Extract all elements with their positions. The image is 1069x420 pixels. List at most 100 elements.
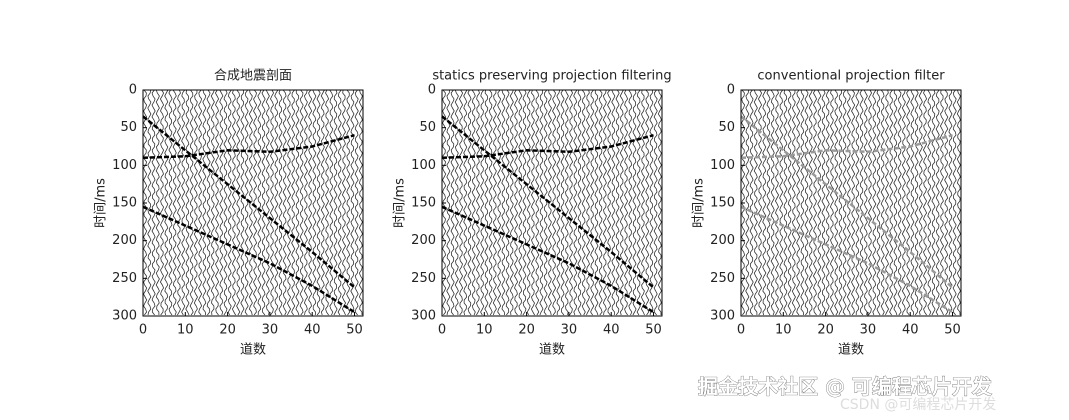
- trace: [645, 89, 650, 316]
- y-tick-label: 300: [112, 309, 137, 324]
- trace: [753, 89, 758, 315]
- trace: [530, 89, 536, 316]
- trace: [564, 89, 569, 316]
- panel-title: conventional projection filter: [757, 69, 945, 84]
- trace: [253, 89, 258, 316]
- trace: [657, 89, 662, 316]
- y-tick-label: 250: [112, 271, 137, 286]
- trace: [931, 89, 936, 316]
- x-tick-label: 40: [902, 323, 919, 338]
- y-tick-label: 200: [710, 233, 735, 248]
- trace: [914, 89, 919, 316]
- x-tick-label: 0: [139, 323, 147, 338]
- y-tick-label: 300: [411, 309, 436, 324]
- trace: [168, 89, 173, 316]
- x-tick-label: 10: [177, 323, 194, 338]
- trace: [770, 89, 775, 316]
- trace: [543, 89, 548, 316]
- y-tick-label: 200: [112, 233, 137, 248]
- trace: [872, 89, 877, 316]
- event: [740, 205, 954, 314]
- event: [142, 115, 356, 289]
- trace: [312, 89, 317, 316]
- trace: [535, 89, 540, 316]
- y-tick-label: 100: [112, 158, 137, 173]
- trace: [513, 89, 519, 316]
- trace: [779, 89, 784, 316]
- trace: [505, 89, 510, 316]
- x-tick-label: 50: [346, 323, 363, 338]
- watermark: 掘金技术社区 @ 可编程芯片开发: [698, 375, 993, 399]
- trace: [303, 89, 308, 316]
- trace: [202, 89, 207, 316]
- trace: [749, 89, 754, 316]
- trace: [851, 89, 856, 316]
- y-axis-label: 时间/ms: [94, 178, 109, 228]
- trace: [346, 89, 351, 316]
- trace: [594, 90, 599, 316]
- trace: [501, 89, 506, 316]
- trace: [463, 89, 468, 316]
- trace: [320, 89, 325, 316]
- trace: [846, 89, 851, 316]
- trace: [607, 89, 612, 316]
- event: [142, 133, 355, 160]
- trace: [922, 89, 928, 316]
- trace: [757, 89, 763, 316]
- event: [441, 205, 655, 314]
- trace: [291, 89, 296, 316]
- y-tick-label: 250: [710, 271, 735, 286]
- y-tick-label: 150: [112, 196, 137, 211]
- trace: [762, 89, 767, 316]
- x-axis-label: 道数: [539, 343, 565, 358]
- trace: [628, 89, 633, 316]
- trace: [492, 89, 497, 316]
- trace: [897, 89, 902, 316]
- trace: [863, 89, 868, 316]
- y-tick-label: 100: [710, 158, 735, 173]
- trace: [214, 89, 220, 316]
- trace: [248, 89, 253, 316]
- trace: [598, 89, 603, 316]
- trace: [497, 89, 502, 316]
- x-tick-label: 30: [561, 323, 578, 338]
- trace: [164, 89, 169, 316]
- trace: [927, 89, 932, 316]
- event: [441, 133, 654, 160]
- trace: [568, 89, 574, 316]
- trace: [147, 89, 152, 316]
- trace: [509, 89, 514, 316]
- y-tick-label: 300: [710, 309, 735, 324]
- traces: [442, 89, 662, 316]
- trace: [649, 89, 654, 316]
- trace: [956, 89, 961, 316]
- trace: [185, 89, 190, 316]
- x-tick-label: 0: [737, 323, 745, 338]
- trace: [602, 89, 607, 316]
- trace: [952, 89, 957, 316]
- trace: [159, 89, 165, 316]
- trace: [939, 89, 945, 316]
- trace: [859, 89, 864, 316]
- trace: [619, 89, 624, 316]
- trace: [244, 89, 249, 316]
- watermark-faint: CSDN @可编程芯片开发: [840, 397, 996, 413]
- trace: [354, 89, 359, 316]
- y-tick-label: 50: [120, 120, 137, 135]
- trace: [884, 89, 890, 316]
- trace: [522, 89, 527, 316]
- trace: [526, 89, 531, 316]
- trace: [787, 89, 792, 316]
- trace: [796, 89, 801, 316]
- trace: [198, 89, 203, 316]
- y-tick-label: 0: [727, 83, 735, 98]
- trace: [590, 89, 595, 316]
- trace: [350, 89, 355, 316]
- panel-title: 合成地震剖面: [214, 69, 292, 84]
- trace: [219, 89, 224, 316]
- trace: [458, 89, 464, 316]
- trace: [189, 89, 194, 316]
- trace: [556, 89, 561, 316]
- trace: [176, 89, 182, 316]
